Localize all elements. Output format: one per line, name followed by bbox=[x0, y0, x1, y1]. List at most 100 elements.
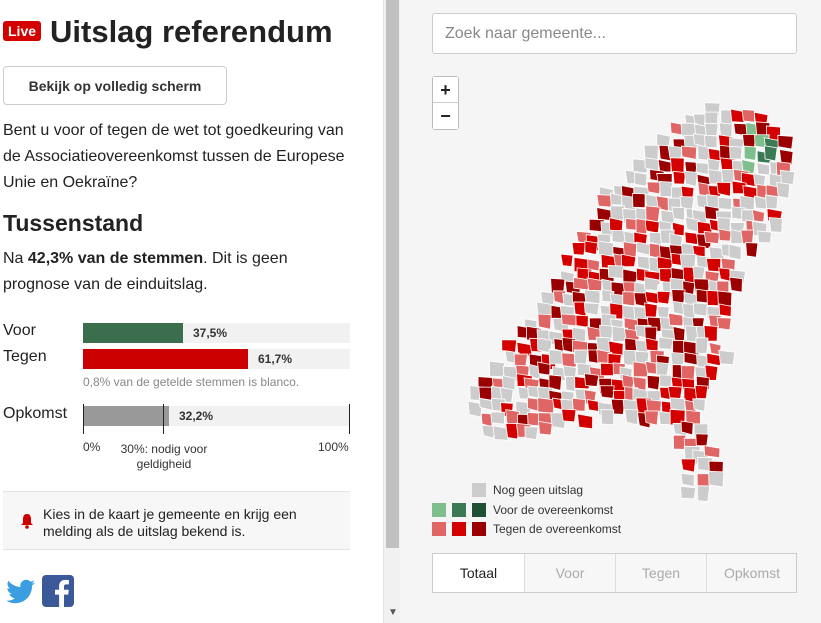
municipality-region[interactable] bbox=[764, 194, 779, 210]
tab-tegen[interactable]: Tegen bbox=[615, 554, 706, 592]
municipality-region[interactable] bbox=[644, 290, 660, 305]
municipality-region[interactable] bbox=[694, 384, 709, 400]
municipality-region[interactable] bbox=[540, 290, 556, 306]
municipality-region[interactable] bbox=[561, 352, 578, 368]
municipality-region[interactable] bbox=[696, 473, 713, 489]
municipality-region[interactable] bbox=[600, 362, 615, 377]
municipality-region[interactable] bbox=[655, 361, 670, 377]
facebook-icon[interactable] bbox=[42, 575, 74, 607]
municipality-region[interactable] bbox=[489, 360, 505, 378]
municipality-region[interactable] bbox=[646, 374, 661, 391]
municipality-region[interactable] bbox=[757, 230, 772, 244]
scrollbar-thumb[interactable] bbox=[386, 0, 399, 548]
municipality-region[interactable] bbox=[657, 158, 672, 173]
municipality-region[interactable] bbox=[680, 145, 697, 160]
municipality-region[interactable] bbox=[634, 171, 648, 187]
municipality-region[interactable] bbox=[668, 312, 684, 327]
municipality-region[interactable] bbox=[740, 229, 755, 245]
municipality-region[interactable] bbox=[599, 385, 615, 399]
municipality-region[interactable] bbox=[584, 373, 600, 387]
municipality-region[interactable] bbox=[730, 108, 746, 123]
municipality-region[interactable] bbox=[703, 445, 721, 459]
municipality-region[interactable] bbox=[502, 375, 516, 392]
municipality-region[interactable] bbox=[659, 374, 673, 388]
municipality-region[interactable] bbox=[717, 196, 733, 211]
municipality-region[interactable] bbox=[680, 420, 694, 436]
municipality-region[interactable] bbox=[703, 230, 721, 245]
municipality-region[interactable] bbox=[583, 289, 601, 305]
municipality-region[interactable] bbox=[537, 361, 551, 376]
municipality-region[interactable] bbox=[692, 265, 706, 280]
municipality-region[interactable] bbox=[718, 303, 732, 317]
municipality-region[interactable] bbox=[704, 123, 719, 136]
municipality-region[interactable] bbox=[716, 317, 732, 331]
municipality-region[interactable] bbox=[708, 470, 725, 488]
municipality-region[interactable] bbox=[703, 324, 718, 342]
municipality-region[interactable] bbox=[696, 485, 711, 503]
municipality-region[interactable] bbox=[672, 170, 687, 185]
municipality-region[interactable] bbox=[658, 336, 674, 350]
municipality-region[interactable] bbox=[645, 205, 661, 223]
municipality-region[interactable] bbox=[599, 324, 614, 341]
municipality-region[interactable] bbox=[609, 192, 623, 206]
municipality-region[interactable] bbox=[644, 219, 661, 234]
notify-box[interactable]: Kies in de kaart je gemeente en krijg ee… bbox=[3, 491, 350, 550]
municipality-region[interactable] bbox=[728, 243, 742, 261]
municipality-region[interactable] bbox=[643, 144, 659, 160]
municipality-region[interactable] bbox=[751, 209, 765, 223]
municipality-region[interactable] bbox=[692, 302, 708, 317]
municipality-region[interactable] bbox=[467, 400, 483, 418]
scroll-down-arrow-icon[interactable]: ▼ bbox=[388, 607, 398, 618]
municipality-region[interactable] bbox=[692, 398, 706, 412]
municipality-region[interactable] bbox=[632, 192, 646, 209]
municipality-region[interactable] bbox=[768, 217, 783, 233]
municipality-region[interactable] bbox=[684, 170, 698, 188]
municipality-region[interactable] bbox=[607, 265, 625, 279]
municipality-search-input[interactable] bbox=[432, 13, 797, 54]
municipality-region[interactable] bbox=[659, 180, 673, 198]
zoom-in-button[interactable]: + bbox=[433, 77, 458, 103]
municipality-region[interactable] bbox=[644, 410, 659, 426]
municipality-region[interactable] bbox=[624, 408, 639, 426]
municipality-region[interactable] bbox=[548, 374, 563, 391]
municipality-region[interactable] bbox=[573, 276, 590, 291]
municipality-region[interactable] bbox=[780, 169, 796, 185]
municipality-region[interactable] bbox=[777, 134, 794, 150]
municipality-region[interactable] bbox=[716, 181, 732, 197]
municipality-region[interactable] bbox=[671, 206, 685, 221]
municipality-region[interactable] bbox=[730, 229, 744, 244]
municipality-region[interactable] bbox=[753, 195, 768, 210]
municipality-region[interactable] bbox=[756, 162, 770, 176]
municipality-region[interactable] bbox=[743, 145, 757, 161]
municipality-region[interactable] bbox=[524, 426, 539, 441]
municipality-region[interactable] bbox=[729, 276, 743, 293]
zoom-out-button[interactable]: − bbox=[433, 103, 458, 129]
municipality-region[interactable] bbox=[680, 458, 697, 473]
municipality-region[interactable] bbox=[706, 352, 723, 367]
municipality-region[interactable] bbox=[763, 145, 778, 162]
municipality-region[interactable] bbox=[575, 314, 589, 328]
municipality-region[interactable] bbox=[561, 408, 577, 423]
municipality-region[interactable] bbox=[620, 253, 637, 267]
municipality-region[interactable] bbox=[608, 340, 624, 357]
full-screen-button[interactable]: Bekijk op volledig scherm bbox=[3, 66, 227, 105]
municipality-region[interactable] bbox=[680, 365, 696, 381]
municipality-region[interactable] bbox=[538, 420, 553, 436]
municipality-region[interactable] bbox=[586, 277, 603, 292]
municipality-region[interactable] bbox=[718, 349, 736, 366]
municipality-region[interactable] bbox=[622, 291, 636, 307]
municipality-region[interactable] bbox=[584, 240, 599, 256]
municipality-region[interactable] bbox=[733, 122, 748, 137]
twitter-icon[interactable] bbox=[6, 578, 36, 606]
municipality-region[interactable] bbox=[704, 364, 719, 381]
municipality-region[interactable] bbox=[695, 337, 709, 354]
municipality-region[interactable] bbox=[583, 302, 600, 316]
municipality-region[interactable] bbox=[778, 149, 794, 166]
municipality-region[interactable] bbox=[667, 385, 683, 400]
municipality-region[interactable] bbox=[600, 409, 615, 426]
municipality-region[interactable] bbox=[481, 424, 496, 439]
municipality-region[interactable] bbox=[492, 425, 510, 441]
municipality-region[interactable] bbox=[574, 349, 589, 366]
municipality-region[interactable] bbox=[622, 268, 639, 283]
municipality-region[interactable] bbox=[741, 109, 755, 123]
